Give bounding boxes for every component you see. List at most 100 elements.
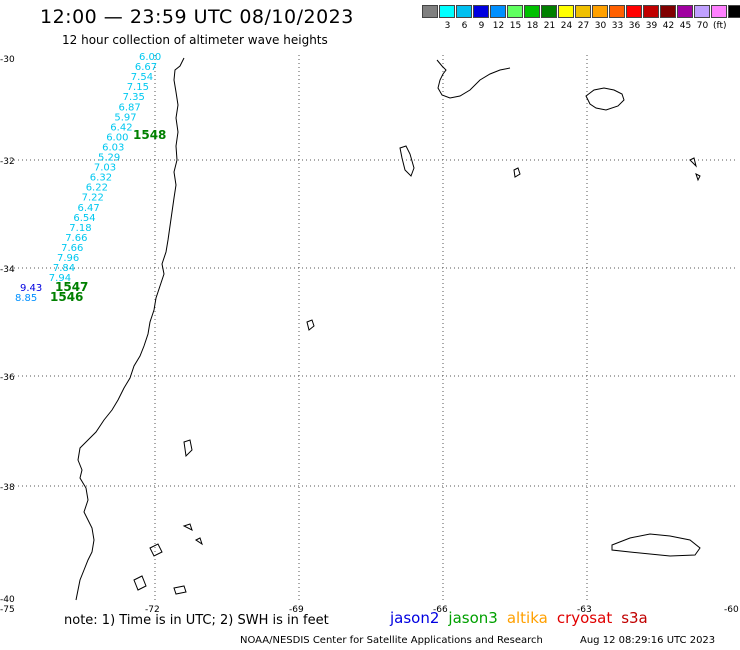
satellite-jason2: jason2	[390, 609, 440, 627]
legend-label: 3	[444, 21, 451, 31]
time-label: 1547	[55, 280, 88, 294]
wave-height-label: 6.54	[73, 213, 95, 224]
legend-label: 42	[662, 21, 675, 31]
wave-height-label: 7.94	[49, 273, 71, 284]
lon-tick-label: -72	[145, 605, 160, 615]
coastline	[75, 57, 701, 601]
wave-height-label: 6.03	[102, 142, 124, 153]
argentina-coastline	[436, 59, 511, 99]
lon-tick-label: -60	[724, 605, 739, 615]
wave-height-label: 7.35	[123, 92, 145, 103]
time-label: 1548	[133, 128, 166, 142]
wave-height-label: 6.87	[119, 102, 141, 113]
wave-height-label: 7.96	[57, 253, 79, 264]
wave-height-label: 7.84	[53, 263, 75, 274]
satellite-s3a: s3a	[621, 609, 648, 627]
legend-swatch	[694, 5, 710, 18]
lat-tick-label: -36	[0, 373, 15, 383]
legend-label: 12	[492, 21, 505, 31]
lon-tick-label: -75	[0, 605, 15, 615]
wave-height-label: 7.54	[131, 72, 153, 83]
lake-2	[513, 167, 521, 178]
wave-height-label: 7.03	[94, 163, 116, 174]
wave-height-label: 7.66	[65, 233, 87, 244]
lat-tick-label: -38	[0, 483, 15, 493]
legend-label: 18	[526, 21, 539, 31]
legend-label: 33	[611, 21, 624, 31]
color-legend-labels: 3 6 9 12 15 18 21 24 27 30 33 36 39 42 45 70	[422, 21, 711, 31]
legend-unit: (ft)	[713, 21, 727, 31]
lat-tick-label: -30	[0, 55, 15, 65]
legend-swatch	[439, 5, 455, 18]
wave-height-label: 8.85	[15, 293, 37, 304]
legend-swatch	[643, 5, 659, 18]
wave-height-label: 7.18	[69, 223, 91, 234]
satellite-jason3: jason3	[448, 609, 498, 627]
satellite-altika: altika	[506, 609, 548, 627]
legend-label: 21	[543, 21, 556, 31]
satellite-legend: jason2 jason3 altika cryosat s3a	[390, 609, 648, 627]
legend-label: 24	[560, 21, 573, 31]
legend-swatch	[609, 5, 625, 18]
islands-south	[133, 523, 203, 595]
legend-swatch	[660, 5, 676, 18]
legend-label: 70	[696, 21, 709, 31]
lat-lon-grid: -30 -32 -34 -36 -38 -40-75 -72 -69 -66 -63 -60	[0, 55, 739, 615]
lat-tick-label: -32	[0, 157, 15, 167]
lon-tick-label: -66	[433, 605, 448, 615]
map-subtitle: 12 hour collection of altimeter wave hei…	[62, 33, 328, 47]
lake-1	[399, 145, 415, 177]
legend-label	[422, 21, 439, 31]
chile-coastline	[75, 57, 185, 601]
altimeter-track: 6.006.677.547.157.356.875.976.426.006.03…	[15, 52, 166, 304]
legend-swatch	[541, 5, 557, 18]
legend-label: 45	[679, 21, 692, 31]
legend-swatch	[592, 5, 608, 18]
legend-label: 27	[577, 21, 590, 31]
wave-height-label: 6.00	[106, 132, 128, 143]
wave-height-label: 7.22	[82, 193, 104, 204]
map-title: 12:00 — 23:59 UTC 08/10/2023	[40, 6, 354, 28]
legend-swatch	[473, 5, 489, 18]
legend-swatch	[490, 5, 506, 18]
wave-height-label: 5.97	[114, 112, 136, 123]
satellite-cryosat: cryosat	[556, 609, 613, 627]
legend-label: 9	[478, 21, 485, 31]
legend-swatch	[575, 5, 591, 18]
lake-east-1	[689, 157, 701, 182]
legend-swatch	[728, 5, 740, 18]
legend-swatch	[558, 5, 574, 18]
legend-swatch	[677, 5, 693, 18]
peninsula-se	[611, 533, 701, 557]
legend-label: 6	[461, 21, 468, 31]
legend-label: 30	[594, 21, 607, 31]
legend-swatch	[456, 5, 472, 18]
wave-height-label: 7.66	[61, 243, 83, 254]
legend-swatch	[711, 5, 727, 18]
lat-tick-label: -34	[0, 265, 15, 275]
legend-label: 39	[645, 21, 658, 31]
legend-swatch	[507, 5, 523, 18]
wave-height-label: 6.67	[135, 62, 157, 73]
legend-swatch	[524, 5, 540, 18]
legend-label: 15	[509, 21, 522, 31]
wave-height-label: 7.15	[127, 82, 149, 93]
lat-tick-label: -40	[0, 595, 15, 605]
lon-tick-label: -63	[577, 605, 592, 615]
wave-height-label: 6.22	[86, 183, 108, 194]
wave-height-label: 6.47	[78, 203, 100, 214]
color-legend	[422, 5, 740, 18]
lake-3	[306, 319, 315, 331]
lon-tick-label: -69	[289, 605, 304, 615]
wave-height-label: 6.00	[139, 52, 161, 63]
footer-note: note: 1) Time is in UTC; 2) SWH is in fe…	[64, 613, 329, 628]
legend-label: 36	[628, 21, 641, 31]
lake-4	[183, 439, 193, 458]
timestamp-text: Aug 12 08:29:16 UTC 2023	[580, 635, 716, 646]
time-label: 1546	[50, 290, 83, 304]
wave-height-label: 9.43	[20, 283, 42, 294]
wave-height-label: 6.42	[110, 122, 132, 133]
bay-outline	[585, 87, 625, 111]
credit-text: NOAA/NESDIS Center for Satellite Applica…	[240, 635, 543, 646]
